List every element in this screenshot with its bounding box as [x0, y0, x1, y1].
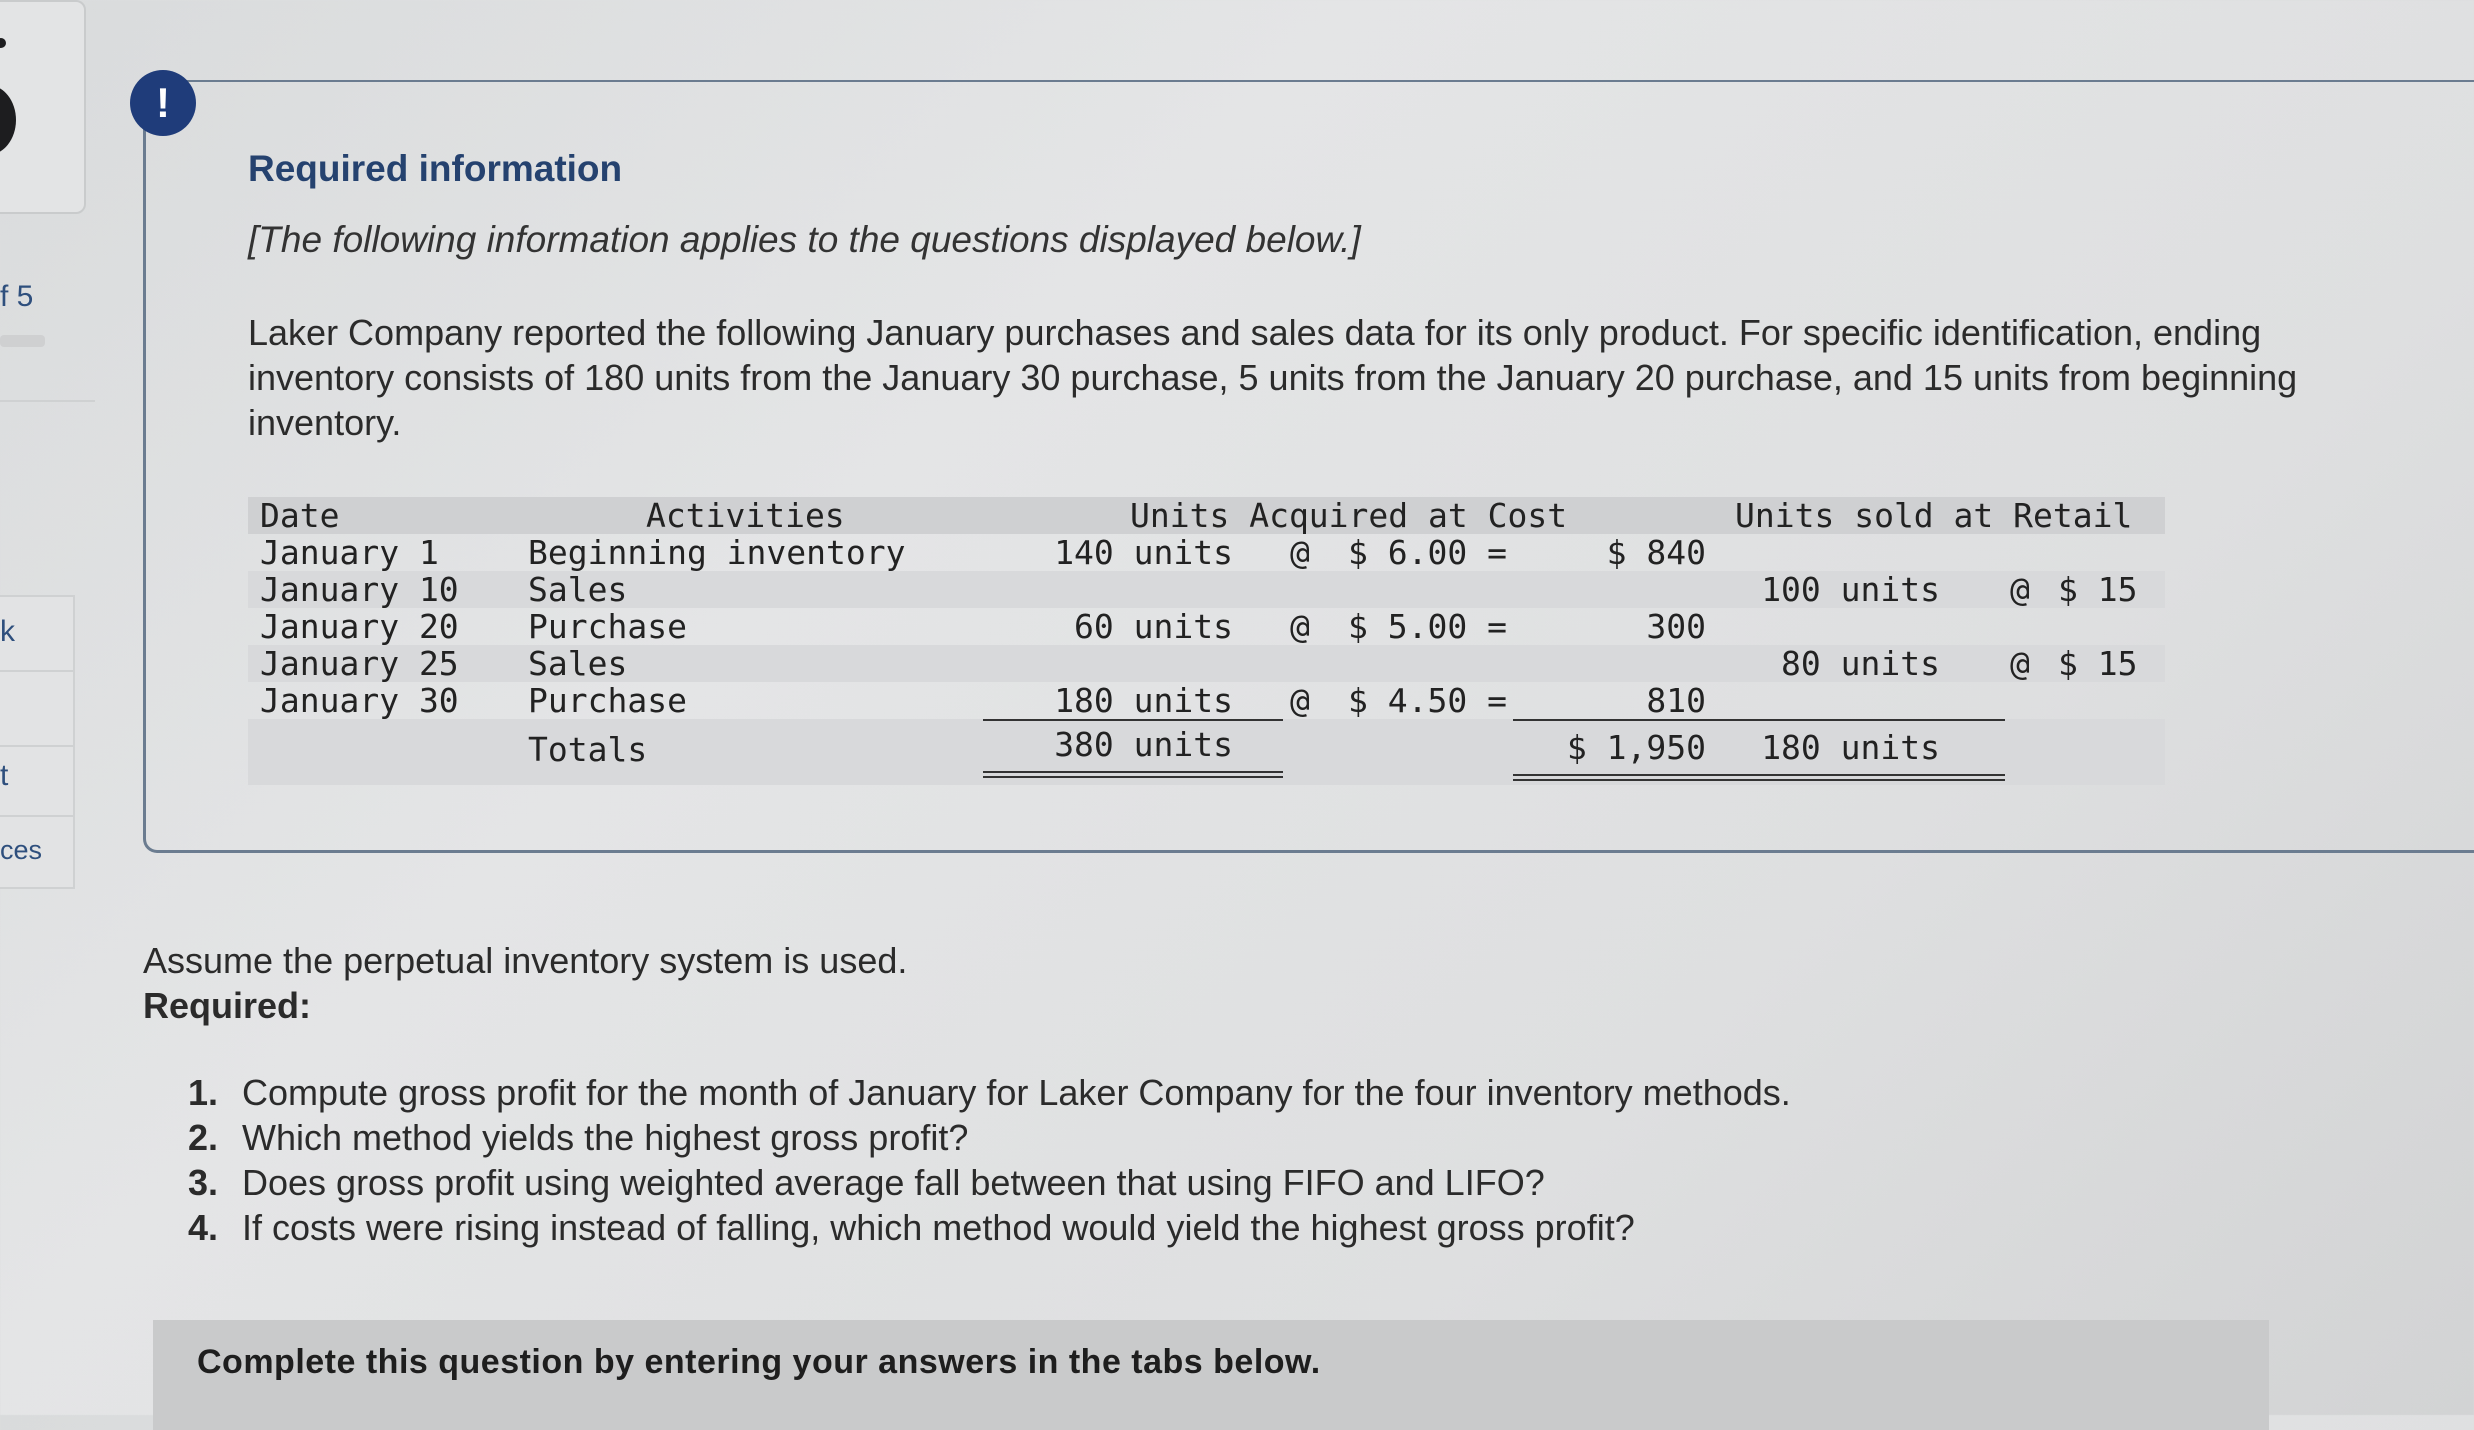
- table-header-band: [248, 497, 2165, 534]
- table-row-activity: Beginning inventory: [528, 533, 906, 572]
- question-list: 1. Compute gross profit for the month of …: [188, 1070, 1791, 1250]
- table-row-cost: $ 4.50 =: [1348, 681, 1507, 720]
- units-total-line: [983, 776, 1283, 778]
- list-item: 4. If costs were rising instead of fallin…: [188, 1205, 1791, 1250]
- cost-total-line: [1513, 774, 2005, 776]
- table-row-cost: $ 5.00 =: [1348, 607, 1507, 646]
- table-row-cost: $ 6.00 =: [1348, 533, 1507, 572]
- list-item: 1. Compute gross profit for the month of …: [188, 1070, 1791, 1115]
- table-row-units: 180 units: [1054, 681, 1233, 720]
- totals-label: Totals: [528, 730, 648, 769]
- totals-sold-units: 180 units: [1761, 728, 1940, 767]
- question-text: Compute gross profit for the month of Ja…: [242, 1072, 1791, 1113]
- complete-instruction: Complete this question by entering your …: [197, 1343, 1321, 1381]
- question-text: Does gross profit using weighted average…: [242, 1162, 1545, 1203]
- sidebar-item[interactable]: [0, 670, 75, 749]
- table-row-date: January 20: [260, 607, 459, 646]
- answer-tabs-container: [153, 1320, 2269, 1430]
- header-date: Date: [260, 496, 340, 535]
- table-row-band: [248, 571, 2165, 608]
- table-row-at: @: [1290, 681, 1310, 720]
- sidebar-dot-icon: [0, 38, 6, 48]
- units-total-line: [983, 771, 1283, 773]
- assumption-text: Assume the perpetual inventory system is…: [143, 940, 908, 981]
- table-row-sold-units: 80 units: [1781, 644, 1940, 683]
- table-row-activity: Purchase: [528, 607, 687, 646]
- table-row-date: January 30: [260, 681, 459, 720]
- table-row-at: @: [1290, 533, 1310, 572]
- cost-subtotal-line: [1513, 719, 2005, 721]
- question-number: 3.: [188, 1162, 219, 1203]
- sidebar-item-label: ces: [0, 835, 43, 865]
- sidebar-fragment-page: f 5: [0, 280, 34, 313]
- problem-description: Laker Company reported the following Jan…: [248, 312, 2298, 443]
- exclamation-circle-icon: !: [130, 70, 196, 136]
- sidebar-card[interactable]: [0, 0, 86, 214]
- table-row-sold-units: 100 units: [1761, 570, 1940, 609]
- question-text: Which method yields the highest gross pr…: [242, 1117, 969, 1158]
- inventory-table: Date Activities Units Acquired at Cost U…: [248, 497, 2165, 785]
- sidebar-progress-bar: [0, 335, 45, 347]
- header-units-sold: Units sold at Retail: [1735, 496, 2133, 535]
- sidebar-item-label: k: [0, 615, 15, 648]
- table-row-at: @: [1290, 607, 1310, 646]
- table-row-activity: Sales: [528, 570, 628, 609]
- required-info-panel: [143, 80, 2474, 853]
- list-item: 3. Does gross profit using weighted avera…: [188, 1160, 1791, 1205]
- sidebar-item[interactable]: k: [0, 595, 75, 674]
- left-sidebar: f 5 k t ces: [0, 0, 95, 900]
- header-activities: Activities: [646, 496, 845, 535]
- table-row-date: January 1: [260, 533, 439, 572]
- totals-cost: $ 1,950: [1566, 728, 1706, 767]
- table-row-total: 810: [1646, 681, 1706, 720]
- required-heading: Required:: [143, 985, 312, 1026]
- header-units-acquired: Units Acquired at Cost: [1130, 496, 1568, 535]
- required-info-title: Required information: [248, 148, 623, 189]
- question-number: 1.: [188, 1072, 219, 1113]
- table-row-retail: $ 15: [2058, 644, 2138, 683]
- sidebar-avatar-icon[interactable]: [0, 85, 16, 155]
- sidebar-item[interactable]: ces: [0, 815, 75, 889]
- sidebar-item-label: t: [0, 759, 9, 792]
- cost-total-line: [1513, 779, 2005, 781]
- table-row-retail: $ 15: [2058, 570, 2138, 609]
- required-info-note: [The following information applies to th…: [248, 219, 1361, 260]
- question-text: If costs were rising instead of falling,…: [242, 1207, 1635, 1248]
- table-row-units: 60 units: [1074, 607, 1233, 646]
- table-row-total: $ 840: [1606, 533, 1706, 572]
- list-item: 2. Which method yields the highest gross …: [188, 1115, 1791, 1160]
- table-row-date: January 10: [260, 570, 459, 609]
- table-row-sold-at: @: [2010, 644, 2030, 683]
- table-row-date: January 25: [260, 644, 459, 683]
- table-row-band: [248, 645, 2165, 682]
- table-row-sold-at: @: [2010, 570, 2030, 609]
- question-number: 4.: [188, 1207, 219, 1248]
- table-row-total: 300: [1646, 607, 1706, 646]
- question-number: 2.: [188, 1117, 219, 1158]
- totals-units: 380 units: [1054, 725, 1233, 764]
- sidebar-divider: [0, 400, 95, 402]
- units-subtotal-line: [983, 719, 1283, 721]
- table-row-units: 140 units: [1054, 533, 1233, 572]
- sidebar-item[interactable]: t: [0, 745, 75, 819]
- table-row-activity: Sales: [528, 644, 628, 683]
- table-row-activity: Purchase: [528, 681, 687, 720]
